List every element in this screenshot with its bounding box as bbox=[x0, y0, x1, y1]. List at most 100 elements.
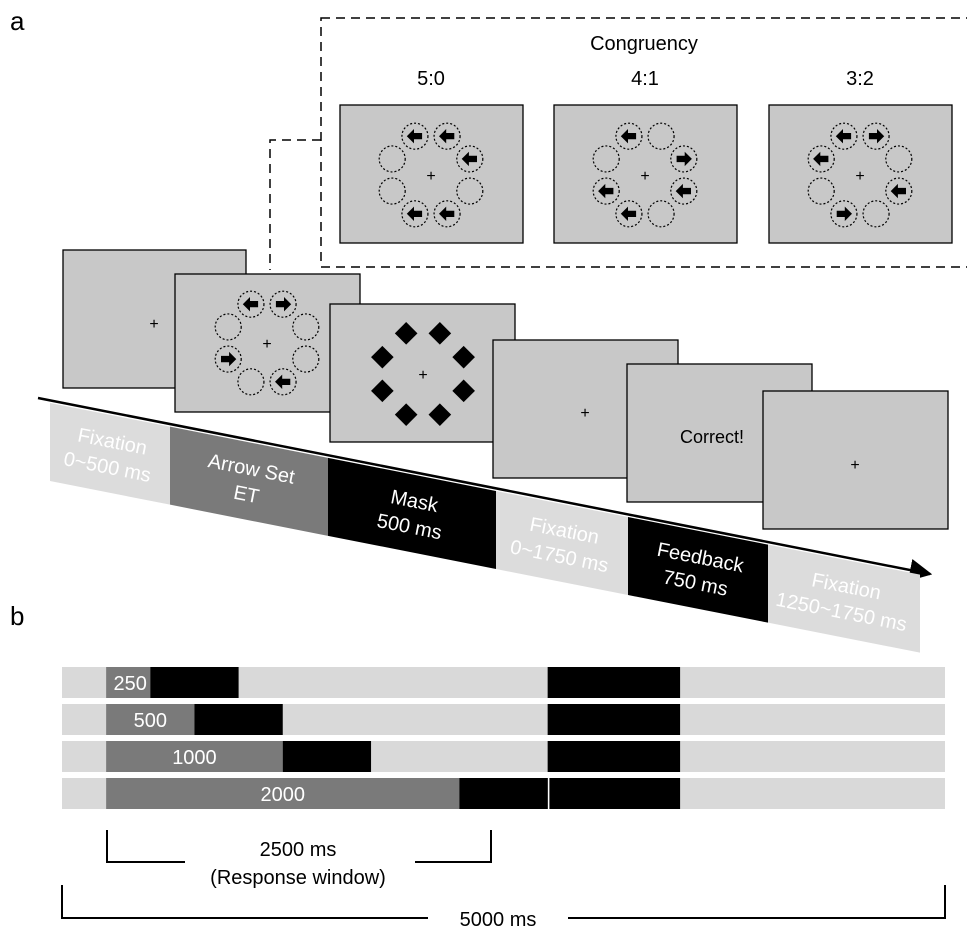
mask-diamond bbox=[428, 403, 452, 426]
congruency-screen bbox=[768, 104, 953, 244]
placeholder-circle bbox=[862, 122, 890, 150]
fixation-cross: + bbox=[855, 168, 864, 185]
arrow-right-icon bbox=[676, 151, 692, 167]
arrow-left-icon bbox=[461, 151, 477, 167]
placeholder-circle bbox=[237, 290, 265, 318]
mask-diamond bbox=[452, 345, 475, 369]
arrow-left-icon bbox=[813, 151, 829, 167]
placeholder-circle bbox=[456, 177, 484, 205]
arrow-right-icon bbox=[836, 206, 852, 221]
arrow-left-icon bbox=[406, 129, 423, 144]
timeline-segment-duration: ET bbox=[232, 482, 261, 509]
congruency-screen bbox=[339, 104, 524, 244]
fixation-cross: + bbox=[640, 168, 649, 185]
mask-bar bbox=[194, 704, 283, 735]
congruency-examples: 5:0 + 4:1 +3:2 + bbox=[339, 68, 953, 244]
placeholder-circle bbox=[615, 122, 643, 150]
feedback-bar bbox=[547, 741, 681, 772]
placeholder-circle bbox=[885, 177, 913, 205]
arrow-left-icon bbox=[675, 183, 691, 199]
placeholder-circle bbox=[885, 145, 913, 173]
placeholder-circle bbox=[214, 313, 242, 341]
mask-screen-frame bbox=[329, 303, 516, 443]
trial-screen-sequence: + + + + Correct! + bbox=[62, 249, 949, 530]
placeholder-circle bbox=[830, 200, 858, 228]
arrow-set-screen: + bbox=[174, 273, 361, 413]
trial-bracket-left bbox=[61, 885, 428, 919]
duration-label: 500 bbox=[134, 710, 167, 732]
trial-bracket-right bbox=[568, 885, 946, 919]
congruency-ratio-label: 4:1 bbox=[631, 68, 659, 90]
duration-label: 2000 bbox=[261, 784, 306, 806]
arrow-set-bar bbox=[106, 778, 460, 809]
congruency-screen bbox=[553, 104, 738, 244]
response-window-label: (Response window) bbox=[210, 867, 386, 889]
duration-row: 1000 bbox=[62, 741, 945, 772]
placeholder-circle bbox=[269, 368, 297, 396]
placeholder-circle bbox=[269, 290, 297, 318]
mask-diamond bbox=[394, 403, 418, 426]
placeholder-circle bbox=[647, 200, 675, 228]
response-window-duration: 2500 ms bbox=[260, 839, 337, 861]
placeholder-circle bbox=[292, 313, 320, 341]
placeholder-circle bbox=[237, 368, 265, 396]
placeholder-circle bbox=[433, 122, 461, 150]
mask-diamond bbox=[428, 322, 452, 345]
arrow-set-bar bbox=[106, 667, 151, 698]
arrow-left-icon bbox=[439, 129, 455, 144]
feedback-bar bbox=[547, 667, 681, 698]
fixation-cross: + bbox=[149, 316, 158, 333]
duration-label: 250 bbox=[114, 673, 147, 695]
mask-bar bbox=[150, 667, 239, 698]
placeholder-circle bbox=[456, 145, 484, 173]
placeholder-circle bbox=[862, 200, 890, 228]
fixation-cross: + bbox=[580, 405, 589, 422]
congruency-condition: 3:2 + bbox=[768, 68, 953, 244]
arrow-set-bar bbox=[106, 741, 283, 772]
arrow-left-icon bbox=[598, 183, 614, 199]
duration-bars: 250 500 1000 2000 bbox=[62, 667, 945, 810]
congruency-condition: 5:0 + bbox=[339, 68, 524, 244]
mask-diamond bbox=[452, 379, 475, 403]
mask-diamond bbox=[371, 379, 394, 403]
mask-diamond bbox=[394, 322, 418, 345]
arrow-left-icon bbox=[620, 129, 637, 144]
mask-bar bbox=[459, 778, 548, 809]
fixation-screen-3-frame bbox=[762, 390, 949, 530]
congruency-connector bbox=[269, 139, 321, 270]
placeholder-circle bbox=[292, 345, 320, 373]
arrow-left-icon bbox=[835, 129, 852, 144]
arrow-left-icon bbox=[890, 183, 906, 199]
placeholder-circle bbox=[592, 145, 620, 173]
timeline-segment-fill bbox=[496, 491, 628, 596]
congruency-box bbox=[320, 17, 967, 268]
arrow-left-icon bbox=[439, 206, 455, 221]
placeholder-circle bbox=[647, 122, 675, 150]
fixation-cross: + bbox=[262, 336, 271, 353]
placeholder-circle bbox=[401, 122, 429, 150]
timeline-segment-fill bbox=[50, 403, 170, 505]
response-window-bracket-right bbox=[415, 830, 492, 863]
duration-row: 500 bbox=[62, 704, 945, 735]
timeline-segment-fill bbox=[768, 544, 920, 653]
arrow-set-bar bbox=[106, 704, 195, 735]
placeholder-circle bbox=[670, 145, 698, 173]
placeholder-circle bbox=[592, 177, 620, 205]
time-arrow bbox=[37, 396, 933, 582]
arrow-left-icon bbox=[406, 206, 423, 221]
panel-b-label: b bbox=[10, 601, 24, 631]
arrow-right-icon bbox=[275, 297, 292, 312]
duration-row: 2000 bbox=[62, 778, 945, 809]
placeholder-circle bbox=[433, 200, 461, 228]
placeholder-circle bbox=[807, 177, 835, 205]
placeholder-circle bbox=[214, 345, 242, 373]
congruency-ratio-label: 3:2 bbox=[846, 68, 874, 90]
feedback-bar bbox=[547, 704, 681, 735]
placeholder-circle bbox=[378, 177, 406, 205]
placeholder-circle bbox=[615, 200, 643, 228]
trial-duration-label: 5000 ms bbox=[460, 909, 537, 931]
